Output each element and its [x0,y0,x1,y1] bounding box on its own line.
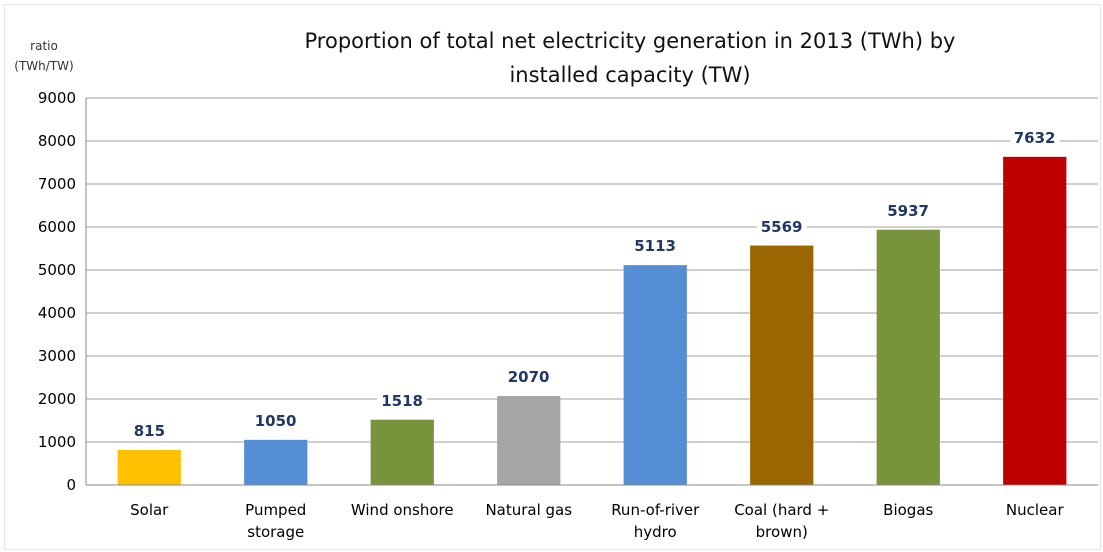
y-tick-label: 6000 [37,218,76,236]
x-tick-label: Wind onshore [350,501,454,519]
y-tick-label: 4000 [37,304,76,322]
x-tick-label: Coal (hard + brown) [734,501,830,541]
y-axis-label: ratio (TWh/TW) [14,39,74,73]
y-tick-label: 5000 [37,261,76,279]
value-label: 1050 [250,411,301,430]
x-tick-label: Run-of-river hydro [611,501,700,541]
value-label: 5113 [630,237,680,256]
bar [117,449,181,485]
chart-title: Proportion of total net electricity gene… [304,29,956,87]
x-tick-label: Nuclear [1005,501,1064,519]
y-tick-label: 0 [66,476,76,494]
value-label: 5569 [756,217,807,236]
chart-frame [4,4,1101,550]
x-tick-label: Natural gas [485,501,573,519]
value-label: 7632 [1009,128,1060,147]
bar [876,229,940,485]
y-tick-label: 8000 [37,132,76,150]
bar [244,439,308,485]
bar [497,395,561,485]
bar [370,419,434,485]
x-tick-label: Pumped storage [245,501,307,541]
value-label: 815 [129,421,170,440]
y-tick-label: 1000 [37,433,76,451]
y-tick-label: 7000 [37,175,76,193]
bar [623,265,687,485]
value-label: 5937 [883,201,933,220]
value-label: 2070 [503,367,554,386]
y-tick-label: 9000 [37,89,76,107]
value-label: 1518 [377,391,427,410]
bar [1003,156,1067,485]
x-tick-label: Solar [130,501,169,519]
y-tick-label: 2000 [37,390,76,408]
bar [750,245,814,485]
x-tick-label: Biogas [883,501,934,519]
y-tick-label: 3000 [37,347,76,365]
